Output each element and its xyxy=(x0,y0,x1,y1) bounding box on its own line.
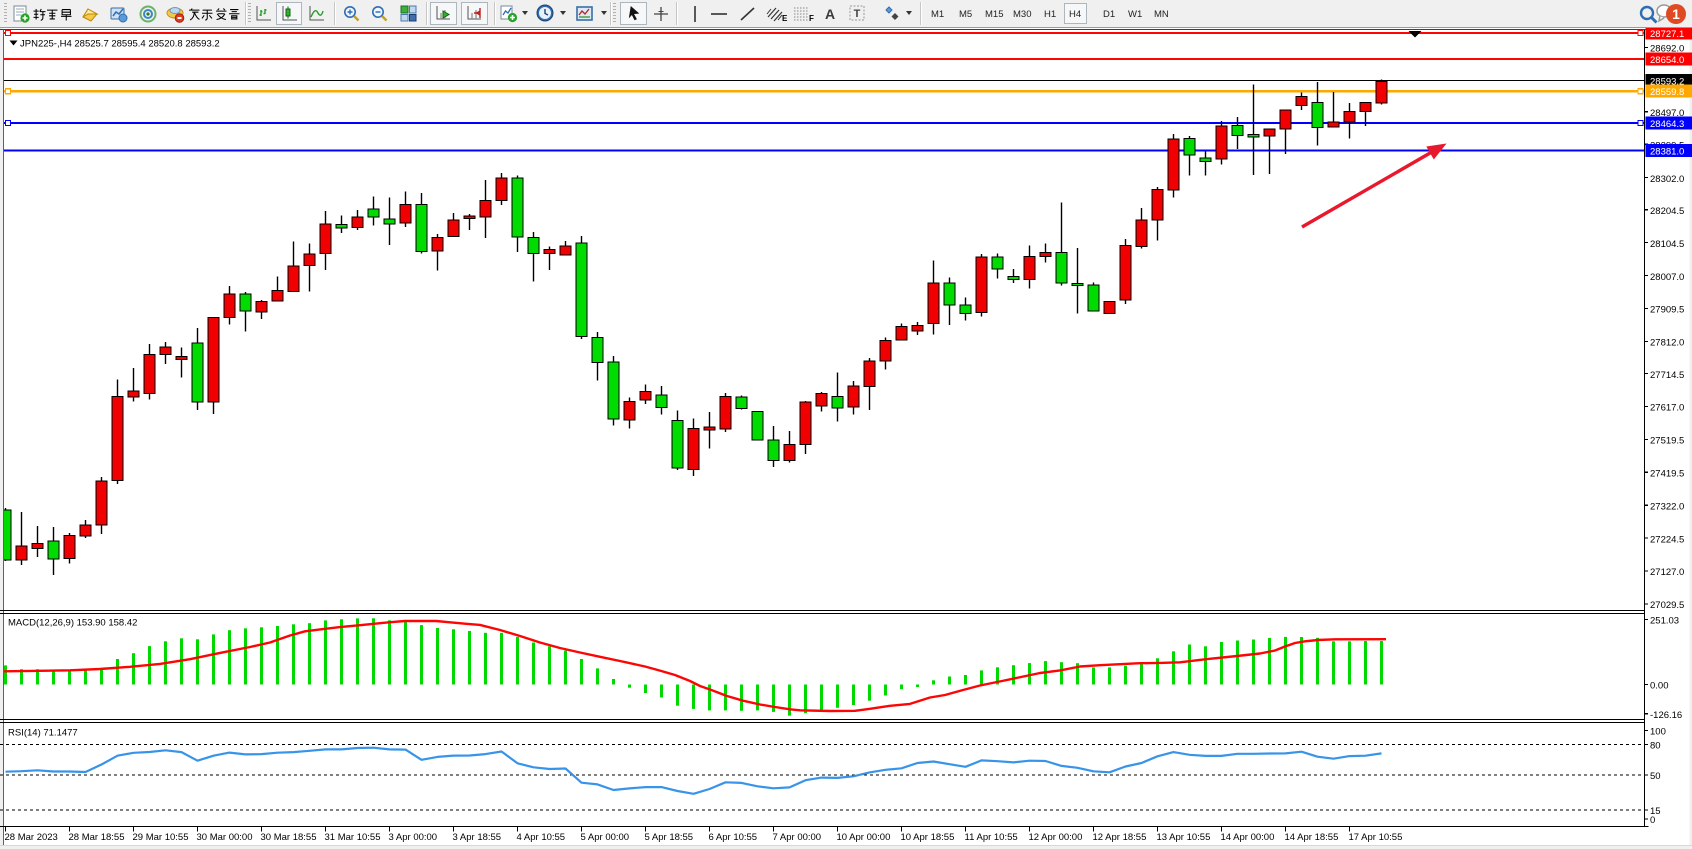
svg-text:27224.5: 27224.5 xyxy=(1650,534,1684,545)
svg-text:27617.0: 27617.0 xyxy=(1650,403,1684,414)
svg-text:14 Apr 00:00: 14 Apr 00:00 xyxy=(1221,832,1275,843)
svg-text:10 Apr 00:00: 10 Apr 00:00 xyxy=(837,832,891,843)
svg-text:28464.3: 28464.3 xyxy=(1650,119,1684,130)
svg-text:28302.0: 28302.0 xyxy=(1650,174,1684,185)
svg-text:-126.16: -126.16 xyxy=(1650,710,1682,721)
svg-text:12 Apr 00:00: 12 Apr 00:00 xyxy=(1029,832,1083,843)
svg-text:3 Apr 00:00: 3 Apr 00:00 xyxy=(389,832,438,843)
svg-text:27419.5: 27419.5 xyxy=(1650,469,1684,480)
svg-text:100: 100 xyxy=(1650,727,1666,738)
svg-text:28654.0: 28654.0 xyxy=(1650,55,1684,66)
svg-text:6 Apr 10:55: 6 Apr 10:55 xyxy=(709,832,758,843)
svg-text:30 Mar 00:00: 30 Mar 00:00 xyxy=(197,832,253,843)
svg-text:28593.2: 28593.2 xyxy=(1650,77,1684,88)
svg-text:27127.0: 27127.0 xyxy=(1650,567,1684,578)
svg-text:5 Apr 00:00: 5 Apr 00:00 xyxy=(581,832,630,843)
svg-text:28497.0: 28497.0 xyxy=(1650,108,1684,119)
svg-text:28007.0: 28007.0 xyxy=(1650,272,1684,283)
svg-text:28 Mar 18:55: 28 Mar 18:55 xyxy=(69,832,125,843)
svg-text:28104.5: 28104.5 xyxy=(1650,239,1684,250)
svg-text:5 Apr 18:55: 5 Apr 18:55 xyxy=(645,832,694,843)
svg-text:27812.0: 27812.0 xyxy=(1650,338,1684,349)
svg-text:80: 80 xyxy=(1650,741,1661,752)
svg-text:17 Apr 10:55: 17 Apr 10:55 xyxy=(1349,832,1403,843)
svg-text:27029.5: 27029.5 xyxy=(1650,600,1684,611)
svg-text:14 Apr 18:55: 14 Apr 18:55 xyxy=(1285,832,1339,843)
svg-text:28204.5: 28204.5 xyxy=(1650,206,1684,217)
svg-text:251.03: 251.03 xyxy=(1650,616,1679,627)
svg-text:50: 50 xyxy=(1650,771,1661,782)
svg-text:MACD(12,26,9) 153.90 158.42: MACD(12,26,9) 153.90 158.42 xyxy=(8,618,137,629)
svg-text:7 Apr 00:00: 7 Apr 00:00 xyxy=(773,832,822,843)
svg-text:T: T xyxy=(854,8,861,20)
svg-text:29 Mar 10:55: 29 Mar 10:55 xyxy=(133,832,189,843)
svg-text:27519.5: 27519.5 xyxy=(1650,436,1684,447)
svg-text:0.00: 0.00 xyxy=(1650,681,1669,692)
svg-text:28692.0: 28692.0 xyxy=(1650,44,1684,55)
svg-text:15: 15 xyxy=(1650,806,1661,817)
svg-text:12 Apr 18:55: 12 Apr 18:55 xyxy=(1093,832,1147,843)
svg-text:13 Apr 10:55: 13 Apr 10:55 xyxy=(1157,832,1211,843)
svg-text:27322.0: 27322.0 xyxy=(1650,501,1684,512)
svg-text:27909.5: 27909.5 xyxy=(1650,305,1684,316)
svg-text:27714.5: 27714.5 xyxy=(1650,370,1684,381)
svg-text:31 Mar 10:55: 31 Mar 10:55 xyxy=(325,832,381,843)
svg-text:11 Apr 10:55: 11 Apr 10:55 xyxy=(965,832,1018,843)
svg-text:28381.0: 28381.0 xyxy=(1650,147,1684,158)
svg-text:3 Apr 18:55: 3 Apr 18:55 xyxy=(453,832,502,843)
svg-text:JPN225-,H4 28525.7 28595.4 28: JPN225-,H4 28525.7 28595.4 28520.8 28593… xyxy=(20,39,220,50)
svg-text:28727.1: 28727.1 xyxy=(1650,29,1684,40)
svg-text:RSI(14) 71.1477: RSI(14) 71.1477 xyxy=(8,728,78,739)
svg-text:30 Mar 18:55: 30 Mar 18:55 xyxy=(261,832,317,843)
svg-text:28559.8: 28559.8 xyxy=(1650,87,1684,98)
svg-text:4 Apr 10:55: 4 Apr 10:55 xyxy=(517,832,566,843)
svg-text:10 Apr 18:55: 10 Apr 18:55 xyxy=(901,832,955,843)
svg-text:28 Mar 2023: 28 Mar 2023 xyxy=(5,832,58,843)
svg-text:0: 0 xyxy=(1650,815,1655,826)
svg-text:1: 1 xyxy=(1672,6,1680,22)
